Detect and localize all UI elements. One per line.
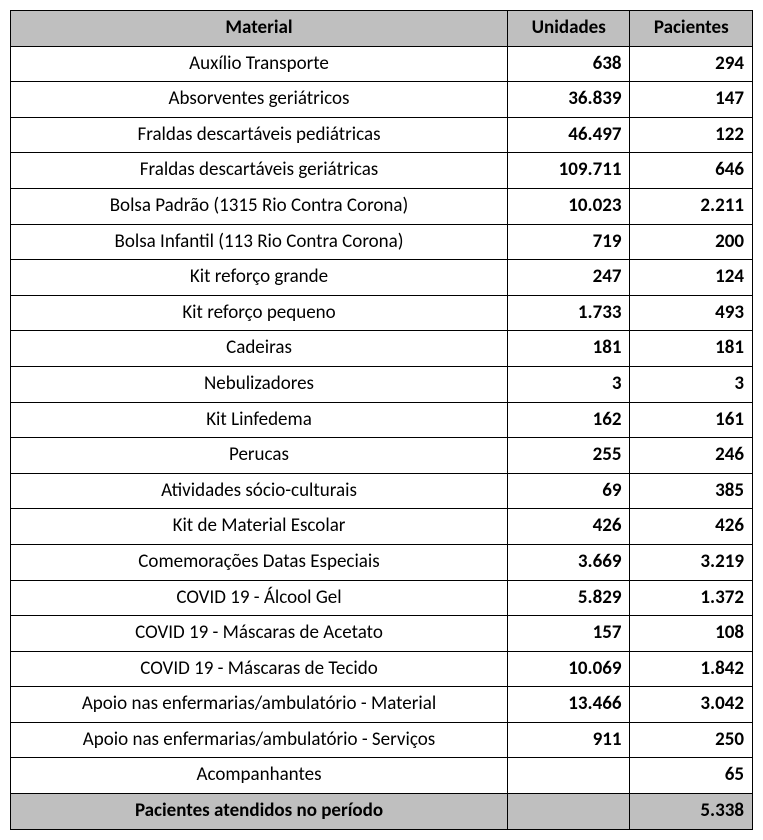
cell-material: Apoio nas enfermarias/ambulatório - Mate… <box>11 687 508 723</box>
cell-unidades: 181 <box>508 331 630 367</box>
table-row: Kit Linfedema162161 <box>11 402 753 438</box>
cell-pacientes: 3.042 <box>630 687 753 723</box>
cell-pacientes: 200 <box>630 224 753 260</box>
table-row: Acompanhantes 65 <box>11 758 753 794</box>
cell-unidades: 426 <box>508 509 630 545</box>
cell-pacientes: 246 <box>630 438 753 474</box>
cell-unidades: 46.497 <box>508 117 630 153</box>
cell-material: Acompanhantes <box>11 758 508 794</box>
cell-material: Apoio nas enfermarias/ambulatório - Serv… <box>11 722 508 758</box>
cell-pacientes: 294 <box>630 46 753 82</box>
cell-pacientes: 147 <box>630 82 753 118</box>
cell-unidades: 255 <box>508 438 630 474</box>
cell-pacientes: 161 <box>630 402 753 438</box>
cell-unidades: 13.466 <box>508 687 630 723</box>
cell-material: Nebulizadores <box>11 366 508 402</box>
cell-unidades: 1.733 <box>508 295 630 331</box>
cell-material: Kit reforço grande <box>11 260 508 296</box>
cell-material: Fraldas descartáveis pediátricas <box>11 117 508 153</box>
col-header-unidades: Unidades <box>508 11 630 47</box>
cell-unidades: 3.669 <box>508 544 630 580</box>
summary-value: 5.338 <box>630 794 753 830</box>
table-row: Fraldas descartáveis geriátricas109.7116… <box>11 153 753 189</box>
table-row: Comemorações Datas Especiais3.6693.219 <box>11 544 753 580</box>
cell-material: COVID 19 - Álcool Gel <box>11 580 508 616</box>
table-row: Bolsa Infantil (113 Rio Contra Corona)71… <box>11 224 753 260</box>
table-row: Nebulizadores33 <box>11 366 753 402</box>
cell-pacientes: 250 <box>630 722 753 758</box>
table-row: Apoio nas enfermarias/ambulatório - Mate… <box>11 687 753 723</box>
cell-unidades: 3 <box>508 366 630 402</box>
table-row: Auxílio Transporte638294 <box>11 46 753 82</box>
cell-unidades: 10.069 <box>508 651 630 687</box>
cell-unidades: 10.023 <box>508 188 630 224</box>
table-row: Bolsa Padrão (1315 Rio Contra Corona)10.… <box>11 188 753 224</box>
cell-material: Kit reforço pequeno <box>11 295 508 331</box>
cell-material: Comemorações Datas Especiais <box>11 544 508 580</box>
cell-unidades: 157 <box>508 616 630 652</box>
cell-material: Perucas <box>11 438 508 474</box>
cell-unidades: 911 <box>508 722 630 758</box>
cell-material: COVID 19 - Máscaras de Acetato <box>11 616 508 652</box>
cell-material: COVID 19 - Máscaras de Tecido <box>11 651 508 687</box>
table-row: Kit de Material Escolar426426 <box>11 509 753 545</box>
cell-pacientes: 426 <box>630 509 753 545</box>
cell-material: Cadeiras <box>11 331 508 367</box>
cell-pacientes: 1.372 <box>630 580 753 616</box>
cell-pacientes: 181 <box>630 331 753 367</box>
cell-material: Bolsa Infantil (113 Rio Contra Corona) <box>11 224 508 260</box>
cell-unidades <box>508 758 630 794</box>
materials-table: Material Unidades Pacientes Auxílio Tran… <box>10 10 753 830</box>
table-row: Apoio nas enfermarias/ambulatório - Serv… <box>11 722 753 758</box>
cell-unidades: 162 <box>508 402 630 438</box>
cell-pacientes: 3.219 <box>630 544 753 580</box>
cell-pacientes: 124 <box>630 260 753 296</box>
cell-unidades: 638 <box>508 46 630 82</box>
cell-pacientes: 385 <box>630 473 753 509</box>
cell-material: Kit Linfedema <box>11 402 508 438</box>
table-header-row: Material Unidades Pacientes <box>11 11 753 47</box>
cell-pacientes: 65 <box>630 758 753 794</box>
cell-material: Absorventes geriátricos <box>11 82 508 118</box>
table-row: Kit reforço pequeno1.733493 <box>11 295 753 331</box>
cell-material: Auxílio Transporte <box>11 46 508 82</box>
col-header-material: Material <box>11 11 508 47</box>
cell-material: Bolsa Padrão (1315 Rio Contra Corona) <box>11 188 508 224</box>
table-row: COVID 19 - Máscaras de Acetato157108 <box>11 616 753 652</box>
table-row: Atividades sócio-culturais69385 <box>11 473 753 509</box>
cell-unidades: 69 <box>508 473 630 509</box>
cell-pacientes: 1.842 <box>630 651 753 687</box>
cell-pacientes: 3 <box>630 366 753 402</box>
table-row: Absorventes geriátricos36.839147 <box>11 82 753 118</box>
cell-material: Atividades sócio-culturais <box>11 473 508 509</box>
summary-label: Pacientes atendidos no período <box>11 794 508 830</box>
table-row: Perucas255246 <box>11 438 753 474</box>
cell-unidades: 36.839 <box>508 82 630 118</box>
col-header-pacientes: Pacientes <box>630 11 753 47</box>
table-row: COVID 19 - Máscaras de Tecido10.0691.842 <box>11 651 753 687</box>
cell-unidades: 247 <box>508 260 630 296</box>
cell-unidades: 5.829 <box>508 580 630 616</box>
table-row: Kit reforço grande247124 <box>11 260 753 296</box>
cell-unidades: 109.711 <box>508 153 630 189</box>
summary-unidades <box>508 794 630 830</box>
cell-material: Fraldas descartáveis geriátricas <box>11 153 508 189</box>
table-row: COVID 19 - Álcool Gel5.8291.372 <box>11 580 753 616</box>
cell-pacientes: 108 <box>630 616 753 652</box>
cell-pacientes: 646 <box>630 153 753 189</box>
cell-unidades: 719 <box>508 224 630 260</box>
cell-material: Kit de Material Escolar <box>11 509 508 545</box>
table-row: Cadeiras181181 <box>11 331 753 367</box>
summary-row: Pacientes atendidos no período 5.338 <box>11 794 753 830</box>
cell-pacientes: 122 <box>630 117 753 153</box>
table-row: Fraldas descartáveis pediátricas46.49712… <box>11 117 753 153</box>
cell-pacientes: 2.211 <box>630 188 753 224</box>
cell-pacientes: 493 <box>630 295 753 331</box>
